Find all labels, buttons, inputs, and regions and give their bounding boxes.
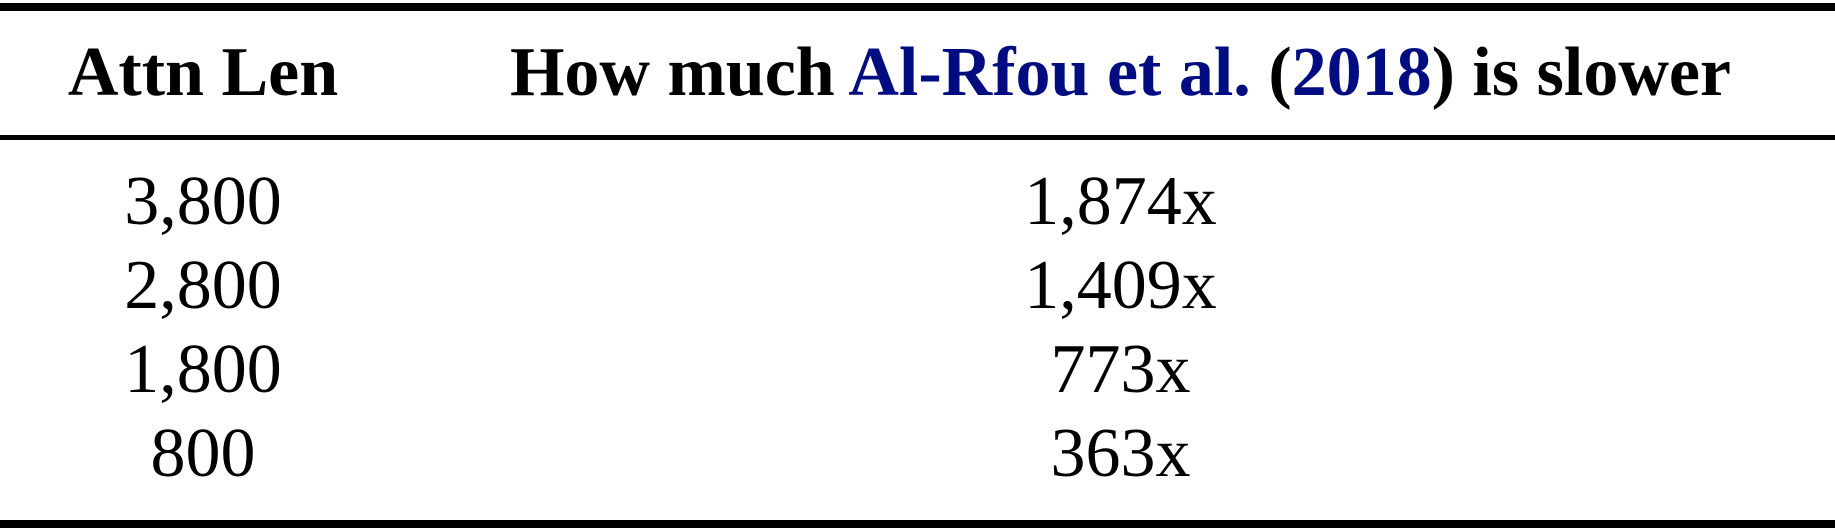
citation-author-link[interactable]: Al-Rfou et al. [848, 34, 1251, 111]
cell-slowdown: 1,874x [1024, 163, 1217, 240]
top-rule [0, 3, 1835, 11]
cell-slowdown: 1,409x [1024, 247, 1217, 324]
cell-attn-len: 800 [150, 415, 256, 492]
header-paren-open: ( [1250, 34, 1292, 111]
cell-attn-len: 2,800 [124, 247, 282, 324]
bottom-rule [0, 520, 1835, 528]
header-slowdown-suffix: ) is slower [1431, 34, 1732, 111]
table-row: 1,800 773x [0, 328, 1835, 412]
table-row: 3,800 1,874x [0, 160, 1835, 244]
header-rule [0, 135, 1835, 140]
header-slowdown-prefix: How much [509, 34, 849, 111]
cell-slowdown: 773x [1050, 331, 1191, 408]
header-attn-len: Attn Len [67, 34, 339, 111]
table-row: 800 363x [0, 412, 1835, 496]
table-body: 3,800 1,874x 2,800 1,409x 1,800 773x 800… [0, 160, 1835, 496]
header-slowdown: How much Al-Rfou et al. (2018) is slower [406, 28, 1835, 118]
table-row: 2,800 1,409x [0, 244, 1835, 328]
cell-attn-len: 3,800 [124, 163, 282, 240]
citation-year-link[interactable]: 2018 [1291, 34, 1432, 111]
cell-slowdown: 363x [1050, 415, 1191, 492]
cell-attn-len: 1,800 [124, 331, 282, 408]
